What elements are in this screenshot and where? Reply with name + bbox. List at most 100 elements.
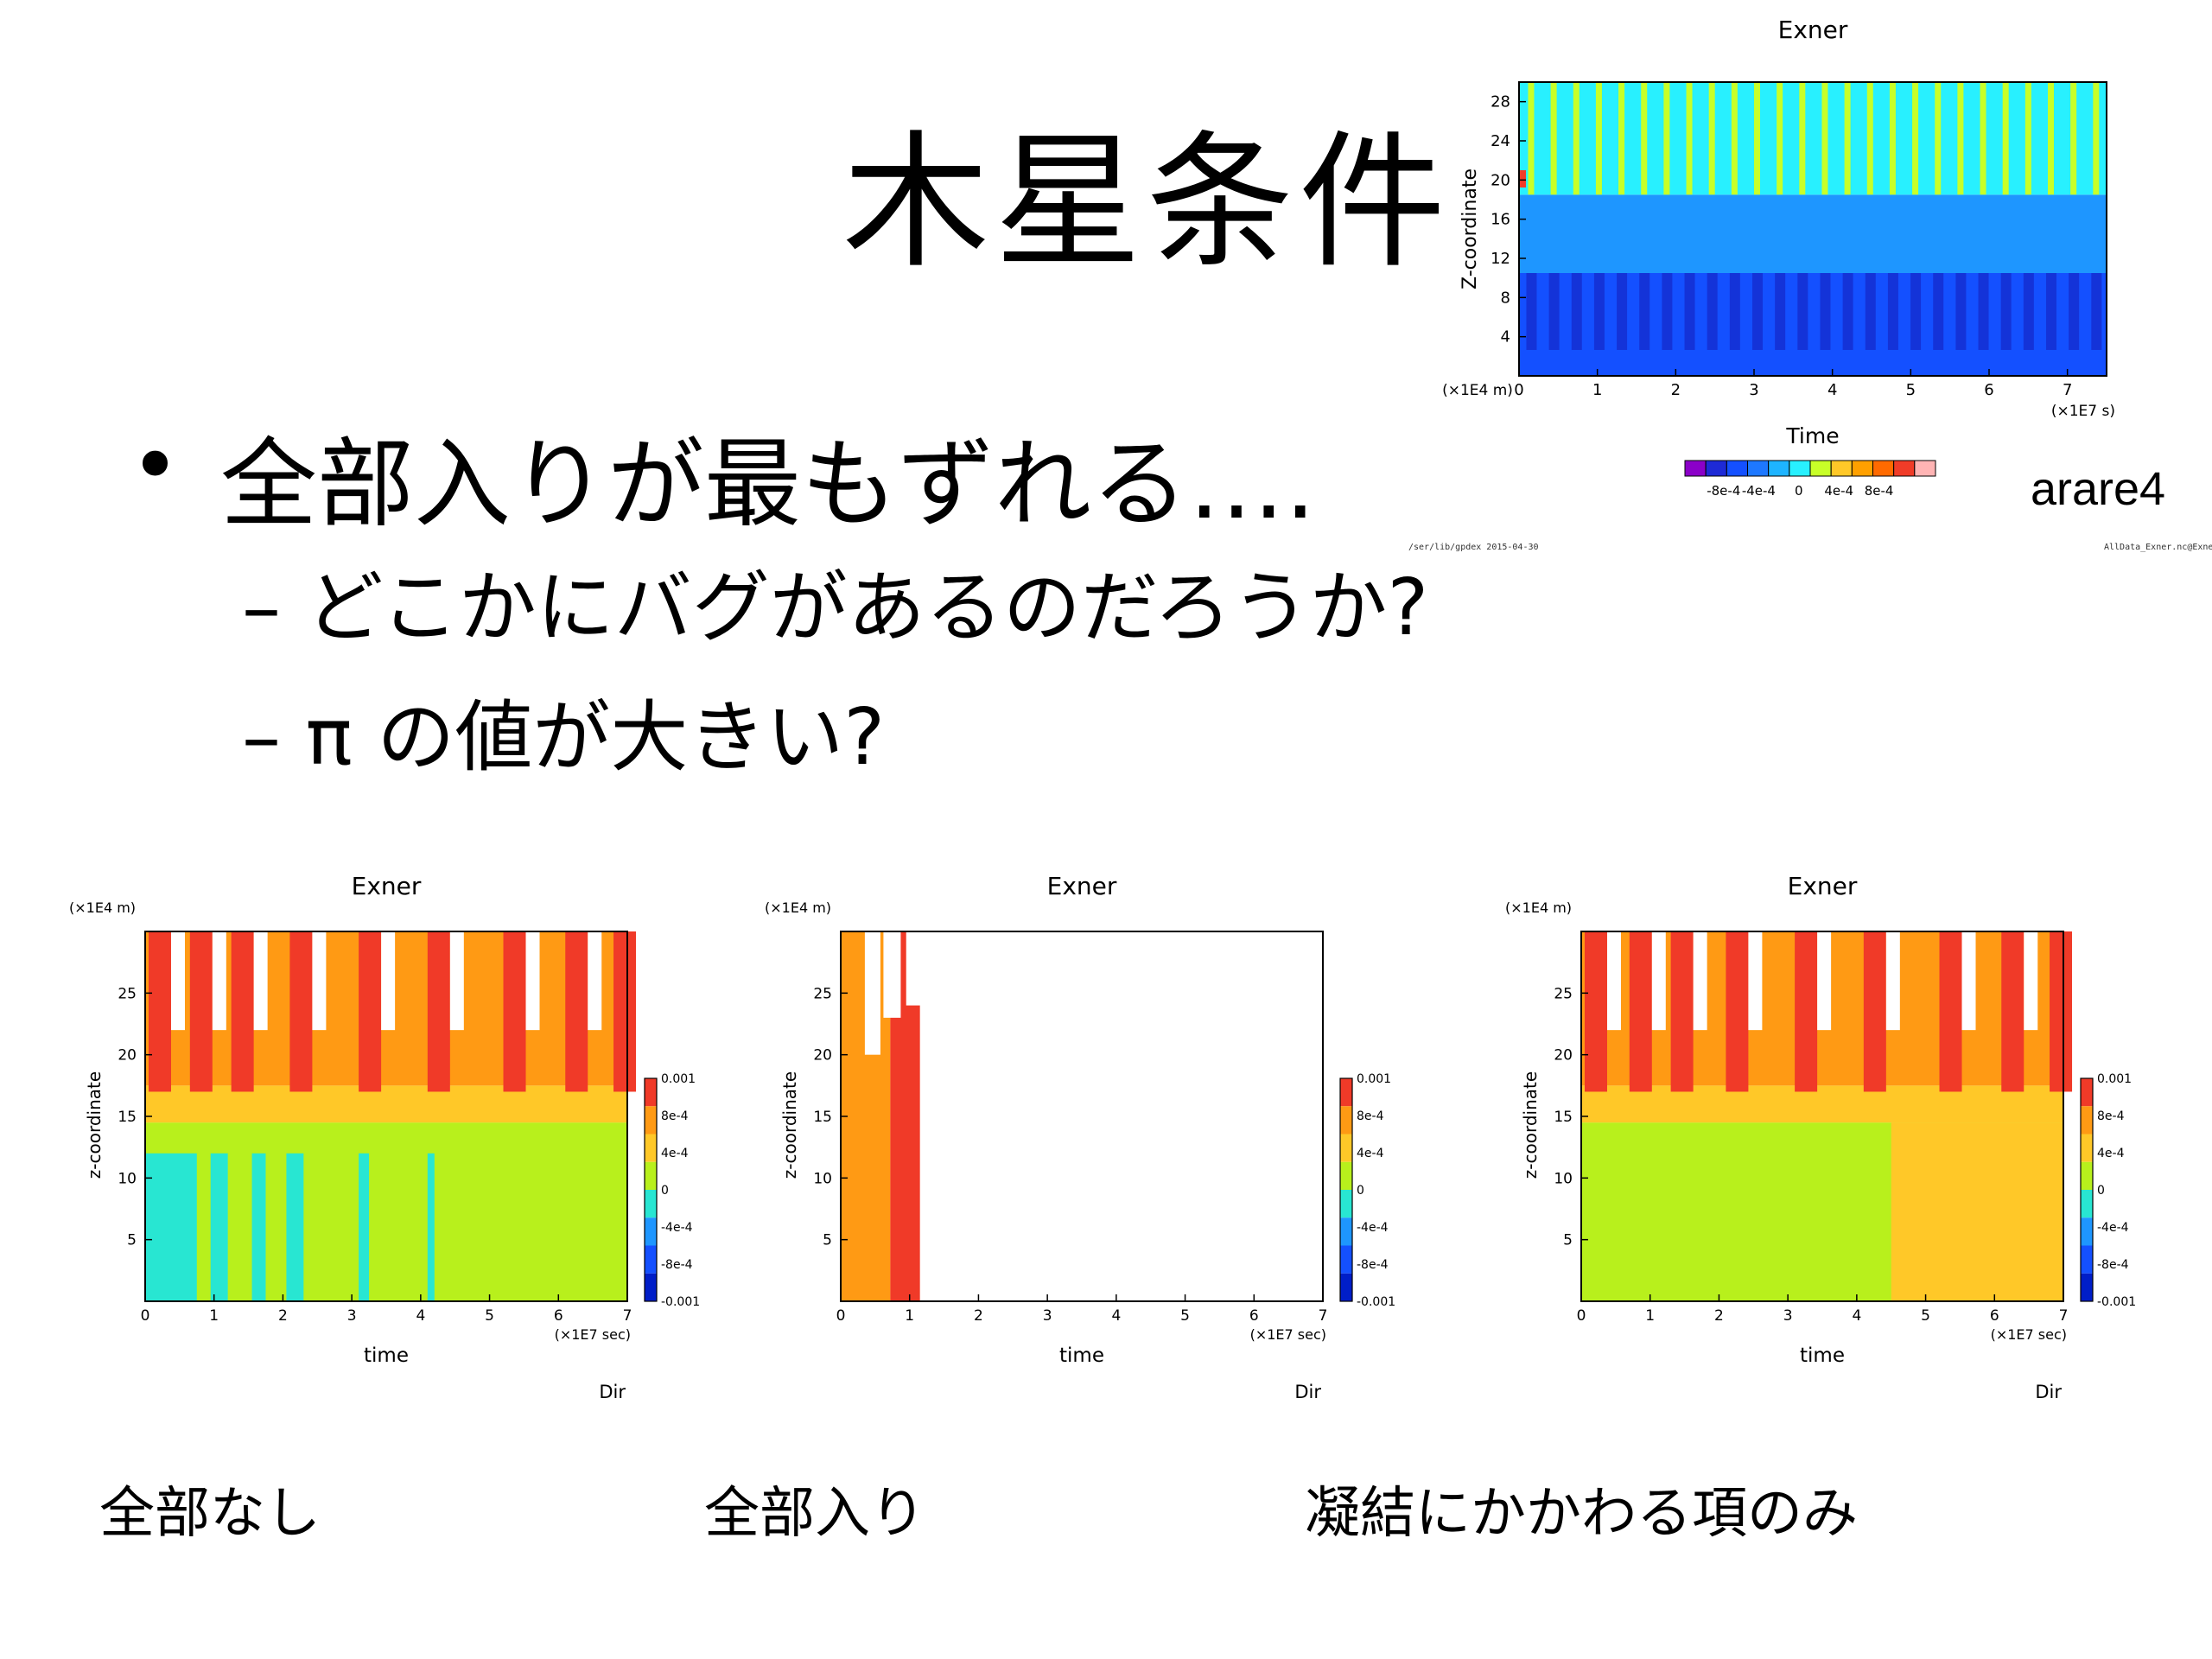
chart-top-x-tick-label: 2	[1671, 381, 1681, 399]
chart-top-pulse	[1731, 82, 1738, 195]
chart-top-colorbar-label: -8e-4	[1707, 483, 1740, 499]
chart-all-x-tick-label: 1	[905, 1307, 914, 1325]
chart-all-colorbar-cell	[1340, 1245, 1352, 1274]
chart-top-layer-2	[1519, 82, 2107, 195]
chart-all-colorbar-label: 0.001	[1357, 1072, 1391, 1086]
chart-cond-spike	[1584, 931, 1607, 1092]
chart-none-title: Exner	[352, 872, 422, 900]
chart-top-y-tick-label: 8	[1501, 289, 1510, 307]
chart-top-deep-pulse	[1865, 273, 1876, 350]
chart-none-spike-gap	[170, 931, 185, 1031]
chart-cond-colorbar-cell	[2081, 1217, 2093, 1246]
chart-none-colorbar-frame	[644, 1077, 658, 1302]
chart-cond-colorbar-label: 0.001	[2097, 1072, 2132, 1086]
chart-top-pulse	[1528, 82, 1535, 195]
chart-all-colorbar-cell	[1340, 1106, 1352, 1135]
chart-top-deep-pulse	[1978, 273, 1989, 350]
chart-cond-spike	[2001, 931, 2024, 1092]
chart-cond-spike-gap	[1651, 931, 1666, 1031]
chart-top-layer-0	[1519, 273, 2107, 376]
chart-cond-x-tick-label: 0	[1577, 1307, 1586, 1325]
chart-top-pulse	[1573, 82, 1580, 195]
chart-cond-colorbar-cell	[2081, 1134, 2093, 1162]
chart-top-colorbar-cell	[1747, 460, 1770, 477]
chart-none-colorbar-cell	[645, 1190, 657, 1218]
chart-top-deep-pulse	[1707, 273, 1718, 350]
chart-cond-colorbar-label: 4e-4	[2097, 1147, 2125, 1160]
chart-top-x-tick-label: 4	[1827, 381, 1837, 399]
chart-none-negative-region	[145, 1153, 197, 1301]
chart-none-negative-region	[251, 1153, 266, 1301]
chart-cond-spike-gap	[2072, 931, 2087, 1031]
chart-cond-spike	[1670, 931, 1694, 1092]
chart-top-pulse	[1686, 82, 1693, 195]
chart-cond-colorbar-cell	[2081, 1245, 2093, 1274]
chart-cond-colorbar-label: 8e-4	[2097, 1109, 2125, 1123]
chart-none-layer-1	[145, 1085, 627, 1123]
chart-none-spike-gap	[525, 931, 540, 1031]
chart-cond-x-tick-label: 4	[1852, 1307, 1861, 1325]
chart-top-pulse	[1641, 82, 1648, 195]
chart-top-pulse	[1912, 82, 1919, 195]
chart-top-colorbar-cell	[1789, 460, 1811, 477]
chart-top-x-tick-label: 1	[1592, 381, 1602, 399]
chart-cond-y-tick-label: 5	[1563, 1232, 1573, 1249]
chart-cond-colorbar-label: -0.001	[2097, 1295, 2136, 1309]
chart-top-y-tick-label: 4	[1501, 328, 1510, 346]
chart-top-y-tick-label: 16	[1491, 211, 1510, 229]
chart-top-x-tick-label: 0	[1514, 381, 1523, 399]
chart-top-deep-pulse	[1729, 273, 1740, 350]
chart-none-spike	[565, 931, 588, 1092]
chart-all-x-label: time	[1059, 1344, 1104, 1367]
chart-cond-y-tick-label: 25	[1554, 985, 1573, 1002]
chart-none-colorbar-label: 0	[661, 1184, 669, 1198]
chart-all-title: Exner	[1047, 872, 1117, 900]
chart-none-x-tick-label: 2	[278, 1307, 288, 1325]
chart-cond-x-tick-label: 3	[1783, 1307, 1793, 1325]
chart-top-x-unit: (×1E7 s)	[2051, 403, 2115, 420]
chart-top-deep-pulse	[2023, 273, 2034, 350]
chart-none-colorbar-cell	[645, 1161, 657, 1190]
chart-none-spike-gap	[253, 931, 268, 1031]
bullet-main: 全部入りが最もずれる….	[220, 429, 1316, 541]
chart-none-colorbar-cell	[645, 1273, 657, 1301]
chart-cond-y-label: z-coordinate	[1520, 1071, 1541, 1179]
chart-top-deep-pulse	[1797, 273, 1808, 350]
chart-all-y-unit: (×1E4 m)	[765, 899, 831, 916]
chart-all-y-tick-label: 15	[813, 1109, 832, 1126]
chart-cond-colorbar-cell	[2081, 1161, 2093, 1190]
chart-all-x-tick-label: 0	[836, 1307, 846, 1325]
chart-top-deep-pulse	[1910, 273, 1922, 350]
chart-cond-x-tick-label: 5	[1921, 1307, 1930, 1325]
chart-all-gap	[906, 931, 925, 1006]
chart-all-x-tick-label: 6	[1249, 1307, 1259, 1325]
chart-all-colorbar-label: -4e-4	[1357, 1221, 1389, 1235]
chart-cond-footnote: Dir	[2035, 1382, 2062, 1402]
chart-none-spike	[231, 931, 254, 1092]
chart-none-colorbar-cell	[645, 1245, 657, 1274]
chart-none-colorbar-cell	[645, 1217, 657, 1246]
chart-none-spike	[359, 931, 382, 1092]
chart-top-deep-pulse	[2000, 273, 2012, 350]
chart-none-spike-gap	[636, 931, 651, 1031]
chart-top-deep-pulse	[1933, 273, 1944, 350]
chart-all-gap	[883, 931, 901, 1018]
sub-bullet-text: π の値が大きい?	[305, 692, 886, 783]
chart-cond-spike-gap	[1693, 931, 1707, 1031]
chart-none-x-tick-label: 0	[141, 1307, 150, 1325]
chart-cond-spike-gap	[1748, 931, 1763, 1031]
chart-top-frame	[1518, 81, 2107, 377]
chart-none-negative-region	[286, 1153, 304, 1301]
chart-top-pulse	[1935, 82, 1942, 195]
chart-top-deep-pulse	[1887, 273, 1898, 350]
chart-cond-spike	[1795, 931, 1818, 1092]
chart-none-x-label: time	[364, 1344, 409, 1367]
chart-cond-x-tick-label: 2	[1714, 1307, 1724, 1325]
chart-none-spike	[148, 931, 171, 1092]
chart-all-colorbar-cell	[1340, 1273, 1352, 1301]
chart-top-y-tick-label: 28	[1491, 93, 1510, 111]
chart-none-spike-gap	[381, 931, 396, 1031]
chart-top-deep-pulse	[1571, 273, 1582, 350]
chart-top-colorbar-label: 4e-4	[1824, 483, 1853, 499]
chart-top-pulse	[1663, 82, 1670, 195]
